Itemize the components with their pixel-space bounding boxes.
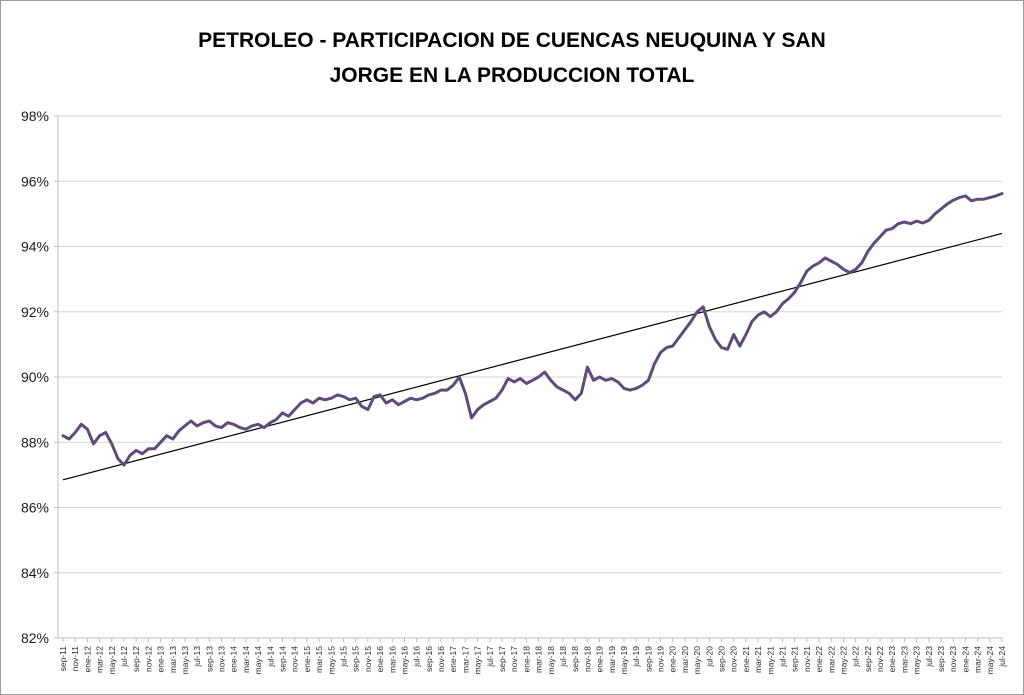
x-axis-label: ene-22	[814, 646, 824, 673]
chart-title: PETROLEO - PARTICIPACION DE CUENCAS NEUQ…	[1, 23, 1023, 93]
x-axis-label: may-22	[838, 646, 848, 675]
x-axis-label: mar-16	[387, 646, 397, 673]
x-axis-label: ene-14	[229, 646, 239, 673]
y-axis-label: 96%	[21, 173, 49, 189]
x-axis-label: nov-17	[509, 646, 519, 672]
x-axis-label: mar-13	[168, 646, 178, 673]
x-axis-label: mar-14	[241, 646, 251, 673]
x-axis-label: sep-12	[131, 646, 141, 672]
x-axis-label: may-17	[473, 646, 483, 675]
x-axis-label: ene-17	[448, 646, 458, 673]
x-axis-label: jul-20	[704, 646, 714, 668]
x-axis-label: ene-18	[521, 646, 531, 673]
x-axis-label: nov-16	[436, 646, 446, 672]
y-axis-label: 88%	[21, 434, 49, 450]
series-participacion-line	[61, 192, 1004, 467]
chart-title-line-1: PETROLEO - PARTICIPACION DE CUENCAS NEUQ…	[198, 29, 826, 52]
x-axis-label: may-24	[985, 646, 995, 675]
x-axis-label: jul-22	[851, 646, 861, 668]
x-axis-label: may-16	[399, 646, 409, 675]
y-axis-label: 86%	[21, 500, 49, 516]
x-axis-label: sep-18	[570, 646, 580, 672]
x-axis-label: jul-16	[412, 646, 422, 668]
x-axis-label: jul-15	[338, 646, 348, 668]
x-axis-label: may-19	[619, 646, 629, 675]
x-axis-label: ene-24	[960, 646, 970, 673]
x-axis-label: mar-20	[680, 646, 690, 673]
x-axis-label: ene-21	[741, 646, 751, 673]
y-axis-label: 94%	[21, 239, 49, 255]
x-axis-label: ene-19	[595, 646, 605, 673]
y-axis-label: 98%	[21, 108, 49, 124]
x-axis-label: sep-19	[643, 646, 653, 672]
x-axis-label: mar-23	[899, 646, 909, 673]
x-axis-label: sep-11	[58, 646, 68, 672]
x-axis-label: sep-20	[717, 646, 727, 672]
x-axis-label: mar-22	[826, 646, 836, 673]
x-axis-label: jul-19	[631, 646, 641, 668]
x-axis-label: ene-23	[887, 646, 897, 673]
y-axis-label: 90%	[21, 369, 49, 385]
x-axis-label: may-23	[912, 646, 922, 675]
x-axis-label: jul-13	[192, 646, 202, 668]
x-axis-label: sep-22	[863, 646, 873, 672]
x-axis-label: mar-19	[607, 646, 617, 673]
x-axis-label: nov-18	[582, 646, 592, 672]
x-axis-label: nov-19	[656, 646, 666, 672]
x-axis-label: mar-18	[534, 646, 544, 673]
x-axis-label: ene-12	[82, 646, 92, 673]
x-axis-label: jul-23	[924, 646, 934, 668]
y-axis-label: 82%	[21, 630, 49, 646]
x-axis-label: ene-13	[156, 646, 166, 673]
y-axis-label: 92%	[21, 304, 49, 320]
x-axis-label: may-20	[692, 646, 702, 675]
chart-title-line-2: JORGE EN LA PRODUCCION TOTAL	[329, 64, 695, 87]
y-axis-label: 84%	[21, 565, 49, 581]
x-axis-label: jul-18	[558, 646, 568, 668]
x-axis-label: nov-13	[217, 646, 227, 672]
x-axis-label: nov-12	[143, 646, 153, 672]
x-axis-label: sep-13	[204, 646, 214, 672]
x-axis-label: nov-22	[875, 646, 885, 672]
x-axis-label: jul-17	[485, 646, 495, 668]
x-axis-label: mar-15	[314, 646, 324, 673]
x-axis-label: jul-14	[265, 646, 275, 668]
x-axis-label: sep-15	[351, 646, 361, 672]
x-axis-label: sep-16	[424, 646, 434, 672]
x-axis-label: jul-24	[997, 646, 1007, 668]
x-axis-label: jul-21	[777, 646, 787, 668]
x-axis-label: sep-14	[278, 646, 288, 672]
x-axis-label: may-18	[546, 646, 556, 675]
x-axis-label: mar-24	[973, 646, 983, 673]
x-axis-label: may-13	[180, 646, 190, 675]
x-axis-label: ene-16	[375, 646, 385, 673]
x-axis-label: ene-20	[668, 646, 678, 673]
trend-line	[62, 232, 1003, 481]
x-axis-label: sep-23	[936, 646, 946, 672]
x-axis-label: sep-17	[497, 646, 507, 672]
x-axis-label: may-21	[765, 646, 775, 675]
x-axis-label: nov-15	[363, 646, 373, 672]
x-axis-label: mar-21	[753, 646, 763, 673]
x-axis-label: ene-15	[302, 646, 312, 673]
x-axis-label: may-15	[326, 646, 336, 675]
x-axis-label: nov-23	[948, 646, 958, 672]
x-axis-label: jul-12	[119, 646, 129, 668]
x-axis-label: sep-21	[790, 646, 800, 672]
x-axis-label: nov-20	[729, 646, 739, 672]
x-axis-label: nov-21	[802, 646, 812, 672]
x-axis-label: nov-14	[290, 646, 300, 672]
x-axis-label: may-12	[107, 646, 117, 675]
x-axis-label: nov-11	[70, 646, 80, 672]
x-axis-label: may-14	[253, 646, 263, 675]
x-axis-label: mar-17	[460, 646, 470, 673]
x-axis-label: mar-12	[95, 646, 105, 673]
